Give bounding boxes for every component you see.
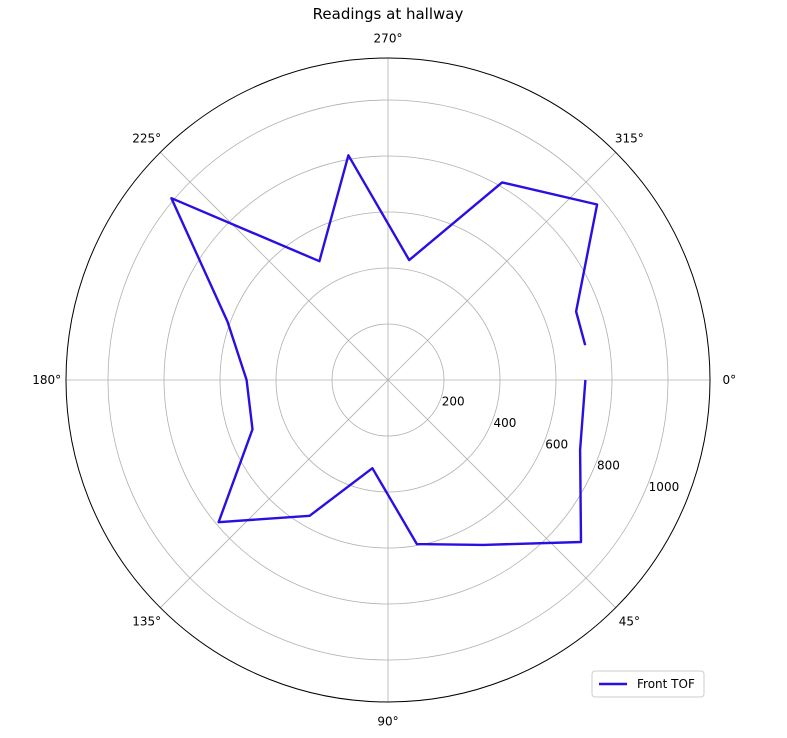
radial-tick-label: 800: [597, 459, 620, 473]
radial-gridline: [275, 267, 501, 493]
angle-tick-label: 45°: [619, 614, 640, 628]
angle-tick-label: 180°: [32, 373, 61, 387]
angle-gridline: [160, 379, 389, 608]
angle-tick-label: 315°: [615, 132, 644, 146]
radial-tick-label: 400: [493, 416, 516, 430]
radial-gridline: [107, 99, 669, 661]
angle-tick-label: 0°: [722, 373, 736, 387]
series-layer: [170, 154, 599, 547]
radial-gridline: [163, 155, 613, 605]
radial-tick-label: 600: [545, 437, 568, 451]
series-line-front-tof: [170, 154, 599, 547]
legend-label-front-tof: Front TOF: [637, 677, 695, 691]
angle-tick-label: 270°: [374, 32, 403, 46]
radial-gridline: [219, 211, 557, 549]
tick-labels: 0° 45° 90° 135° 180° 225° 270° 315° 200 400 600 800…: [32, 32, 736, 729]
angle-tick-label: 90°: [377, 714, 398, 728]
radial-gridline: [331, 323, 445, 437]
angle-gridline: [160, 152, 389, 381]
legend: Front TOF: [591, 670, 705, 698]
angle-tick-label: 225°: [132, 132, 161, 146]
chart-title: Readings at hallway: [313, 5, 464, 23]
legend-frame: [591, 670, 705, 698]
radial-tick-label: 1000: [649, 480, 680, 494]
radial-tick-label: 200: [442, 394, 465, 408]
grid: [65, 57, 711, 703]
polar-frame: [65, 57, 711, 703]
angle-gridline: [387, 379, 616, 608]
angle-tick-label: 135°: [132, 614, 161, 628]
angle-gridline: [387, 152, 616, 381]
